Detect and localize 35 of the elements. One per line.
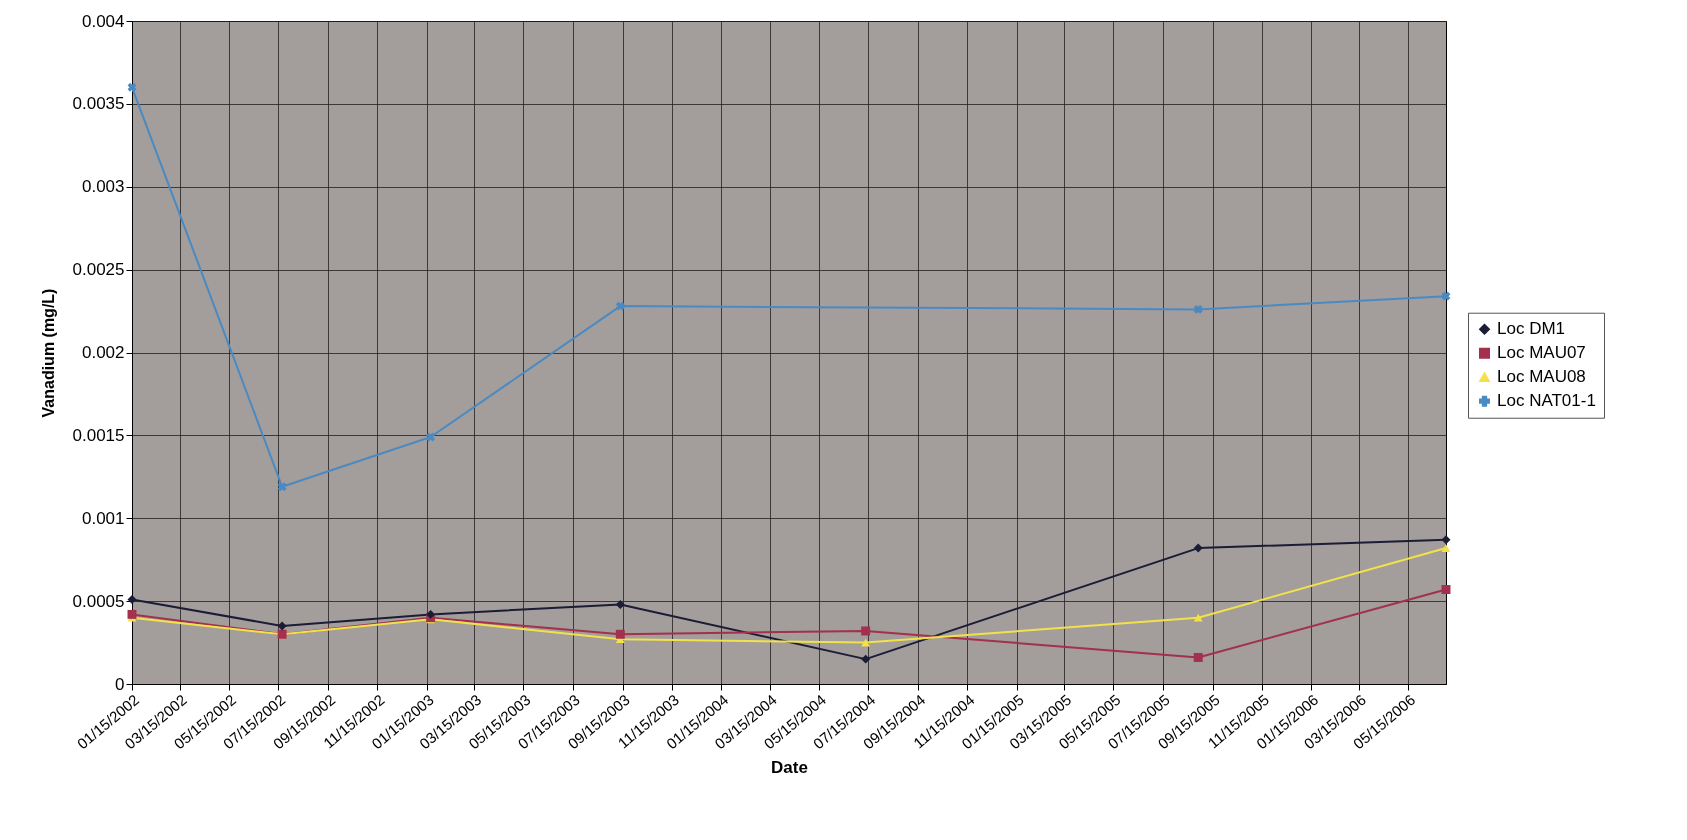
y-axis-title: Vanadium (mg/L) [39, 288, 57, 418]
point [861, 626, 871, 636]
y-tick-label: 0 [115, 674, 125, 694]
y-tick-label: 0.0015 [72, 425, 125, 445]
y-tick-label: 0.001 [81, 508, 125, 528]
point [1193, 304, 1203, 314]
point [1441, 291, 1451, 301]
y-tick-label: 0.004 [81, 11, 125, 31]
point [615, 629, 625, 639]
y-tick-label: 0.0025 [72, 260, 125, 280]
y-tick-label: 0.0035 [72, 94, 125, 114]
y-tick-label: 0.0005 [72, 591, 125, 611]
point [1193, 653, 1203, 662]
legend-label: Loc MAU08 [1497, 367, 1586, 387]
point [1193, 543, 1203, 553]
point [426, 609, 436, 619]
point [1193, 613, 1203, 622]
y-tick-label: 0.003 [81, 177, 125, 197]
legend-label: Loc MAU07 [1497, 343, 1586, 363]
point [127, 82, 137, 92]
x-axis-title: Date [771, 758, 808, 778]
point [277, 482, 287, 492]
point [861, 654, 871, 664]
legend-label: Loc NAT01-1 [1497, 391, 1596, 411]
point [127, 595, 137, 604]
y-tick-label: 0.002 [81, 343, 125, 362]
point [127, 609, 137, 619]
point [615, 301, 625, 311]
point [426, 432, 436, 442]
point [1441, 544, 1451, 552]
point [277, 621, 287, 631]
point [615, 599, 625, 609]
point [1441, 585, 1451, 594]
point [1441, 535, 1451, 545]
legend-label: Loc DM1 [1497, 319, 1566, 339]
